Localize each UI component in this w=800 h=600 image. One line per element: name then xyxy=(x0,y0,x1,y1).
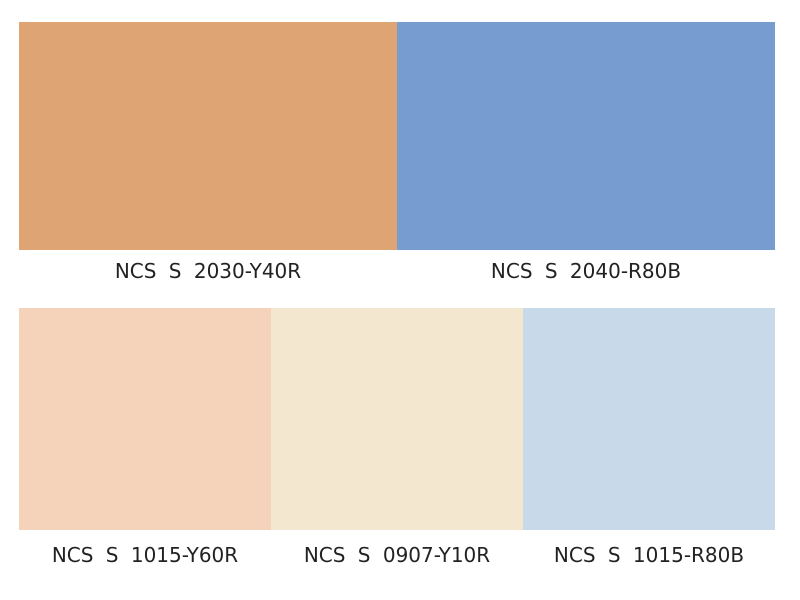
swatch-label: NCS S 1015-R80B xyxy=(553,543,745,567)
swatch xyxy=(397,22,775,250)
swatch-label: NCS S 2030-Y40R xyxy=(114,259,302,283)
swatch xyxy=(19,308,271,530)
swatch xyxy=(271,308,523,530)
swatch xyxy=(19,22,397,250)
swatch-label: NCS S 2040-R80B xyxy=(490,259,682,283)
swatch xyxy=(523,308,775,530)
swatch-label: NCS S 0907-Y10R xyxy=(303,543,491,567)
swatch-label: NCS S 1015-Y60R xyxy=(51,543,239,567)
